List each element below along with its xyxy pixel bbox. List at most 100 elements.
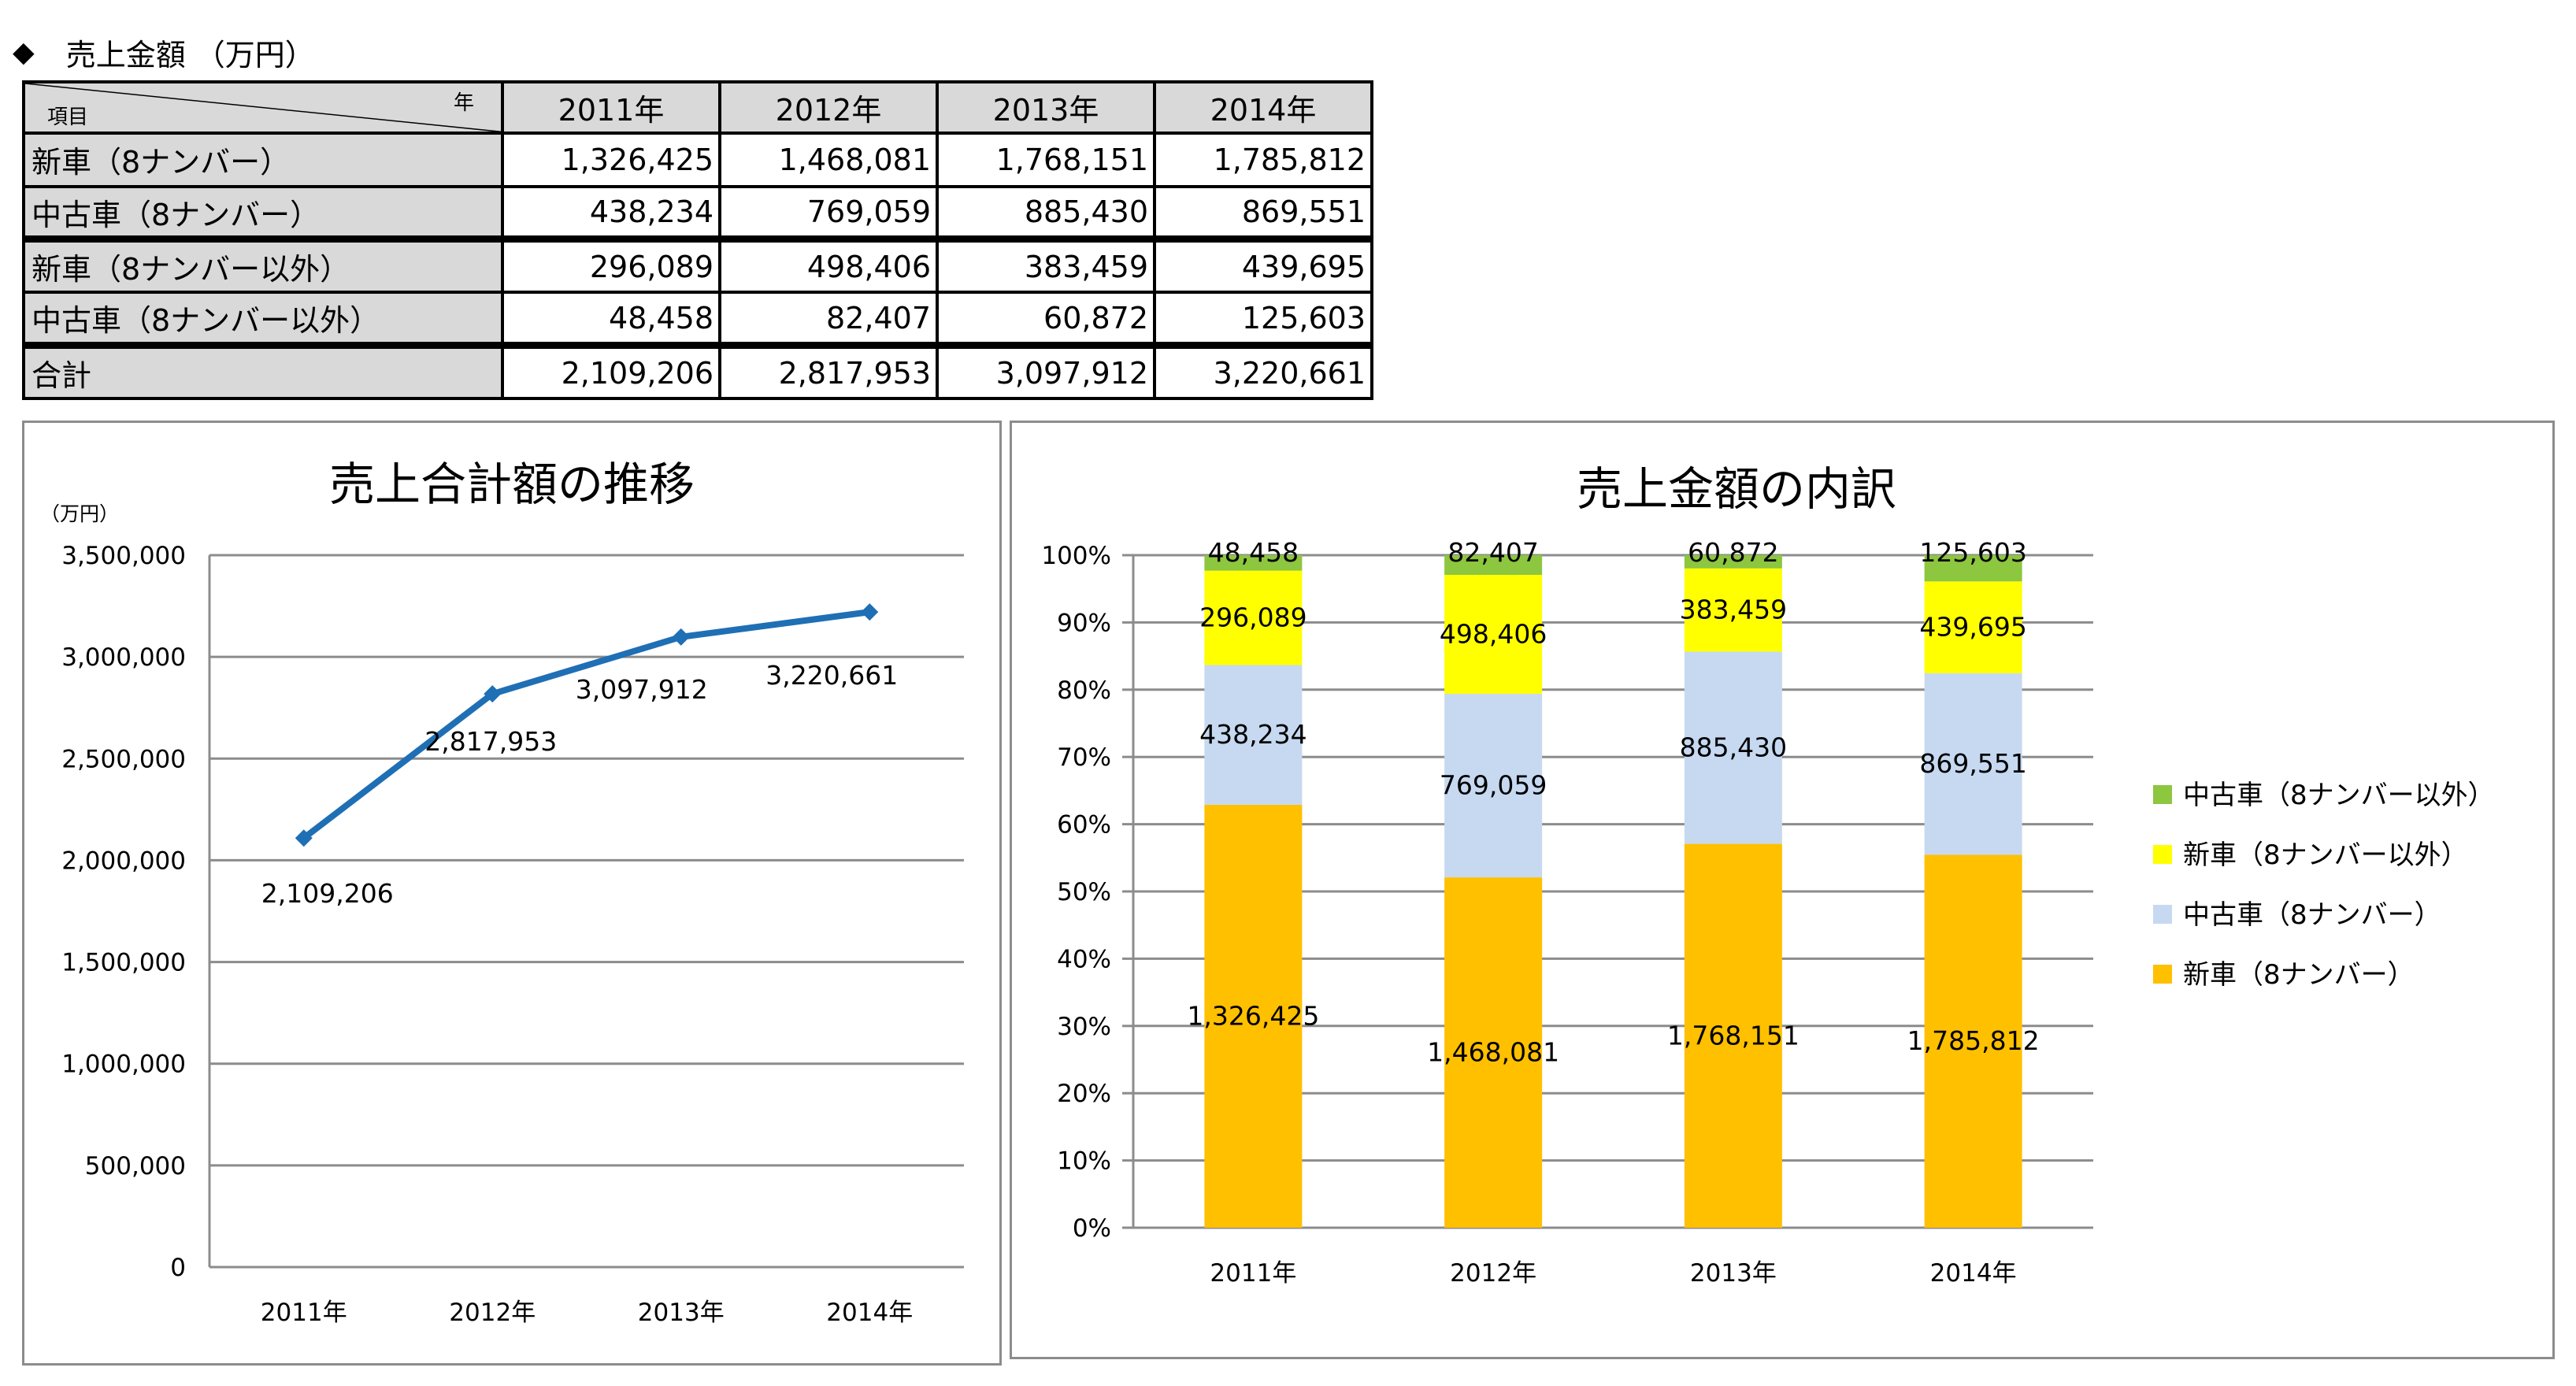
diamond-icon: ◆ bbox=[13, 35, 35, 69]
bar-segment bbox=[1684, 843, 1782, 1228]
data-point bbox=[861, 603, 879, 621]
data-label: 885,430 bbox=[1680, 732, 1787, 763]
bar-segment bbox=[1684, 555, 1782, 569]
row-label: 新車（8ナンバー） bbox=[22, 132, 504, 188]
data-label: 2,109,206 bbox=[261, 878, 394, 909]
data-label: 48,458 bbox=[1208, 537, 1299, 568]
corner-item-label: 項目 bbox=[47, 106, 89, 130]
table-cell: 48,458 bbox=[501, 291, 721, 347]
legend-label: 新車（8ナンバー以外） bbox=[2183, 839, 2468, 871]
y-tick-label: 100% bbox=[1041, 542, 1111, 570]
y-tick-label: 3,000,000 bbox=[61, 643, 186, 672]
bar-segment bbox=[1684, 568, 1782, 652]
bar-segment bbox=[1204, 570, 1303, 665]
data-label: 383,459 bbox=[1680, 595, 1787, 625]
x-tick-label: 2011年 bbox=[1210, 1259, 1296, 1288]
bar-segment bbox=[1444, 574, 1543, 695]
legend-swatch bbox=[2153, 965, 2172, 984]
x-tick-label: 2013年 bbox=[1690, 1259, 1777, 1288]
y-tick-label: 40% bbox=[1057, 945, 1111, 973]
row-label: 中古車（8ナンバー） bbox=[22, 184, 504, 241]
heading-text: 売上金額 （万円） bbox=[65, 37, 315, 72]
table-row: 中古車（8ナンバー以外） 48,458 82,407 60,872 125,60… bbox=[22, 291, 1373, 347]
legend-swatch bbox=[2153, 785, 2172, 804]
legend-swatch bbox=[2153, 905, 2172, 924]
data-label: 769,059 bbox=[1440, 770, 1547, 801]
bar-segment bbox=[1204, 665, 1303, 805]
table-cell: 2,817,953 bbox=[718, 342, 939, 401]
data-label: 1,768,151 bbox=[1667, 1020, 1799, 1051]
table-cell: 869,551 bbox=[1153, 184, 1373, 241]
table-cell: 1,326,425 bbox=[501, 132, 721, 188]
y-tick-label: 30% bbox=[1057, 1013, 1111, 1041]
table-cell: 296,089 bbox=[501, 235, 721, 295]
data-label: 439,695 bbox=[1919, 612, 2026, 643]
data-point bbox=[484, 685, 502, 703]
line-chart-panel: 売上合計額の推移 （万円） 0 500,000 1,000,000 1,500,000 2,… bbox=[22, 421, 1002, 1366]
table-cell: 2,109,206 bbox=[501, 342, 721, 401]
data-label: 125,603 bbox=[1919, 537, 2026, 568]
data-label: 438,234 bbox=[1199, 719, 1307, 750]
legend-label: 新車（8ナンバー） bbox=[2183, 959, 2415, 991]
series-line bbox=[302, 609, 870, 841]
data-label: 60,872 bbox=[1688, 537, 1778, 568]
stacked-bar-chart: 売上金額の内訳 0% 10% 20% 30% 40% 50% 60% 70% 80% 90% 100%… bbox=[1041, 462, 2495, 1288]
chart-title: 売上合計額の推移 bbox=[329, 458, 695, 511]
table-row: 中古車（8ナンバー） 438,234 769,059 885,430 869,5… bbox=[22, 184, 1373, 241]
data-label: 1,468,081 bbox=[1427, 1037, 1559, 1068]
bar-segment bbox=[1204, 555, 1303, 571]
y-tick-label: 70% bbox=[1057, 743, 1111, 772]
table-cell: 383,459 bbox=[936, 235, 1156, 295]
table-cell: 3,097,912 bbox=[936, 342, 1156, 401]
table-cell: 769,059 bbox=[718, 184, 939, 241]
legend-swatch bbox=[2153, 845, 2172, 864]
legend-label: 中古車（8ナンバー） bbox=[2183, 899, 2441, 931]
bar-segment bbox=[1684, 651, 1782, 844]
y-tick-label: 2,000,000 bbox=[61, 847, 186, 875]
row-label: 合計 bbox=[22, 342, 504, 401]
y-tick-label: 1,000,000 bbox=[61, 1051, 186, 1079]
data-label: 82,407 bbox=[1447, 537, 1538, 568]
table-cell: 1,768,151 bbox=[936, 132, 1156, 188]
y-tick-label: 10% bbox=[1057, 1147, 1111, 1176]
data-label: 296,089 bbox=[1199, 602, 1307, 633]
bar-segment bbox=[1924, 581, 2022, 673]
y-tick-label: 1,500,000 bbox=[61, 949, 186, 977]
table-corner-cell: 年 項目 bbox=[22, 80, 504, 135]
table-cell: 3,220,661 bbox=[1153, 342, 1373, 401]
table-cell: 1,785,812 bbox=[1153, 132, 1373, 188]
y-axis-unit-label: （万円） bbox=[40, 502, 119, 525]
table-total-row: 合計 2,109,206 2,817,953 3,097,912 3,220,6… bbox=[22, 342, 1373, 401]
legend-label: 中古車（8ナンバー以外） bbox=[2183, 780, 2495, 811]
corner-year-label: 年 bbox=[453, 91, 474, 115]
y-tick-label: 0 bbox=[170, 1254, 186, 1282]
data-label: 2,817,953 bbox=[424, 726, 557, 757]
table-cell: 125,603 bbox=[1153, 291, 1373, 347]
y-tick-label: 2,500,000 bbox=[61, 745, 186, 773]
line-chart: 売上合計額の推移 （万円） 0 500,000 1,000,000 1,500,000 2,… bbox=[40, 458, 964, 1327]
year-header: 2013年 bbox=[936, 80, 1156, 135]
table-row: 新車（8ナンバー以外） 296,089 498,406 383,459 439,… bbox=[22, 235, 1373, 295]
corner-diagonal bbox=[25, 83, 501, 132]
table-cell: 498,406 bbox=[718, 235, 939, 295]
bar-segment bbox=[1924, 854, 2022, 1228]
y-tick-label: 60% bbox=[1057, 811, 1111, 839]
table-header-row: 年 項目 2011年 2012年 2013年 2014年 bbox=[22, 80, 1373, 135]
y-tick-label: 80% bbox=[1057, 676, 1111, 705]
x-tick-label: 2013年 bbox=[638, 1299, 725, 1327]
y-tick-label: 20% bbox=[1057, 1080, 1111, 1108]
data-label: 3,220,661 bbox=[765, 660, 898, 691]
year-header: 2011年 bbox=[501, 80, 721, 135]
table-row: 新車（8ナンバー） 1,326,425 1,468,081 1,768,151 … bbox=[22, 132, 1373, 188]
data-label: 498,406 bbox=[1440, 618, 1547, 649]
chart-title: 売上金額の内訳 bbox=[1577, 462, 1896, 516]
bar-segment bbox=[1924, 673, 2022, 855]
x-tick-label: 2014年 bbox=[826, 1299, 913, 1327]
table-cell: 438,234 bbox=[501, 184, 721, 241]
table-cell: 885,430 bbox=[936, 184, 1156, 241]
table-cell: 82,407 bbox=[718, 291, 939, 347]
year-header: 2012年 bbox=[718, 80, 939, 135]
year-header: 2014年 bbox=[1153, 80, 1373, 135]
bar-segment bbox=[1924, 555, 2022, 582]
data-point bbox=[672, 628, 690, 646]
